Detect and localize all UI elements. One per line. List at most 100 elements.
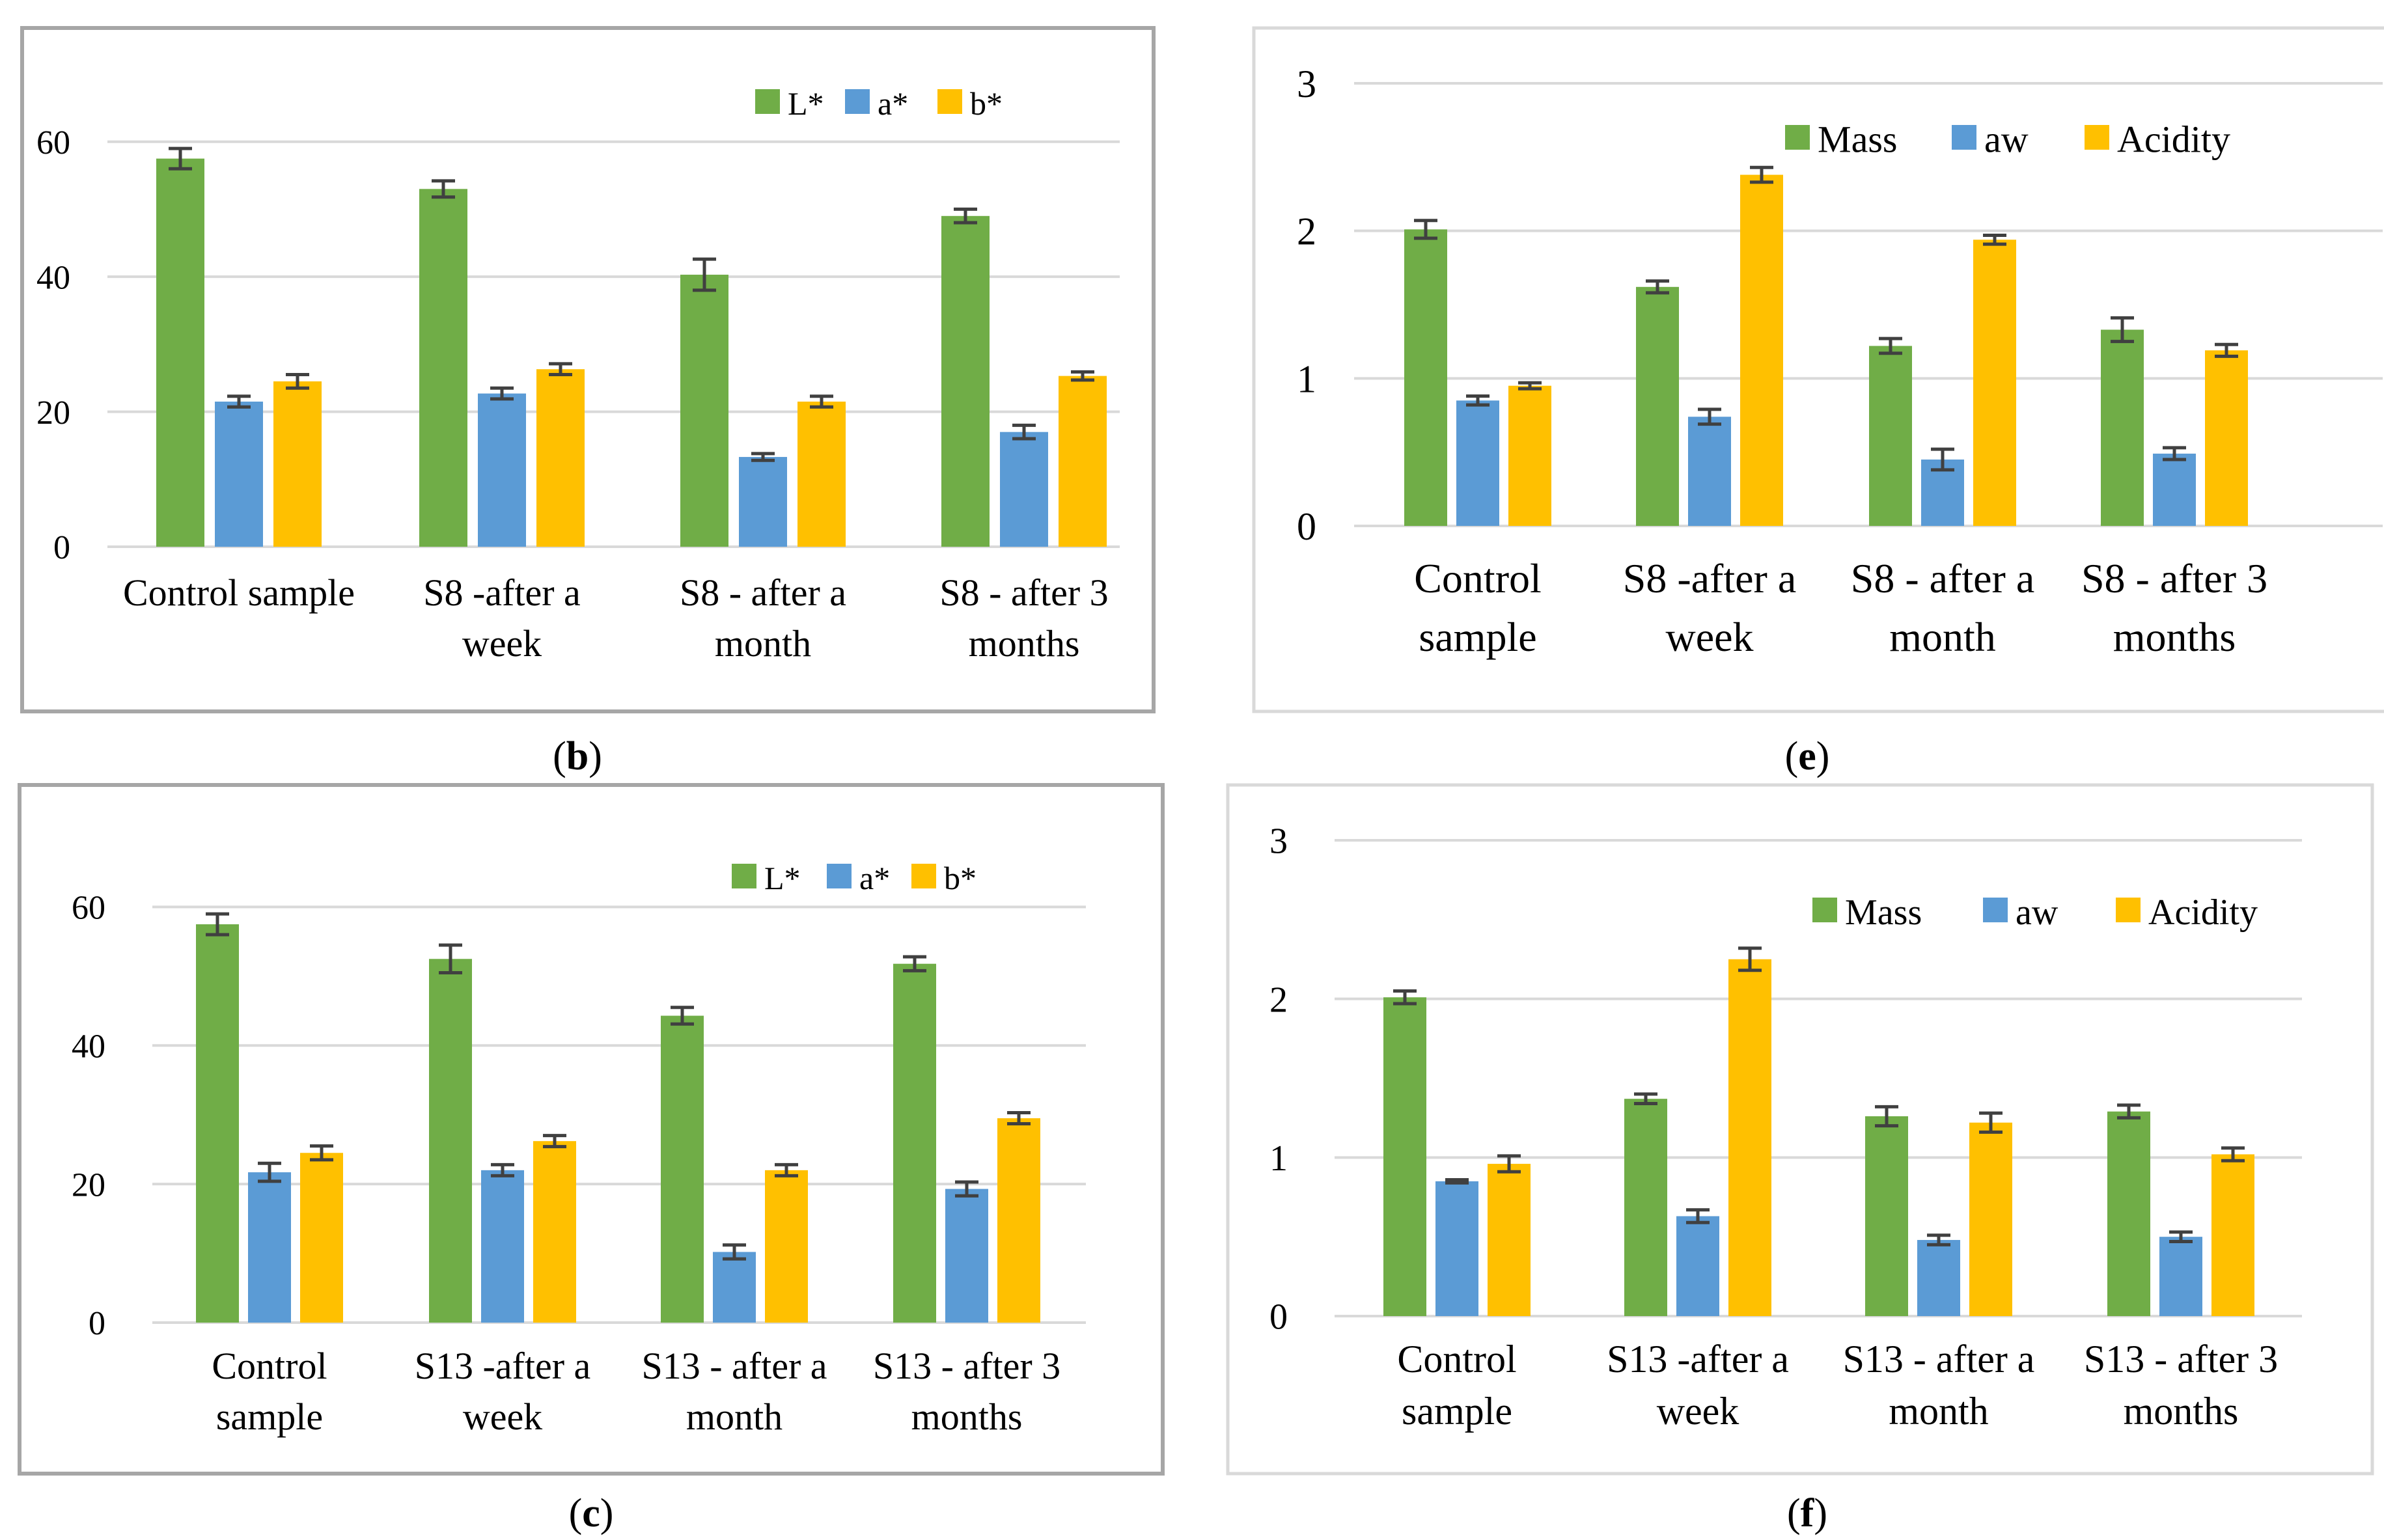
- y-tick-label: 1: [1269, 1138, 1288, 1179]
- bar-acidity: [1728, 959, 1771, 1316]
- category-label: S13 - after a: [641, 1345, 827, 1387]
- category-label: S8 - after 3: [939, 571, 1108, 614]
- bar-l-star: [196, 924, 239, 1323]
- bar-a-star: [248, 1172, 291, 1323]
- category-label: week: [1657, 1390, 1739, 1433]
- category-label: months: [2124, 1390, 2239, 1433]
- category-label: Control sample: [123, 571, 355, 614]
- bar-mass: [1869, 346, 1912, 526]
- bar-mass: [2107, 1112, 2150, 1316]
- bar-a-star: [215, 402, 263, 547]
- panel-letter: f: [1801, 1491, 1815, 1535]
- y-tick-label: 0: [89, 1305, 105, 1342]
- bar-b-star: [797, 402, 846, 547]
- legend-swatch: [1983, 898, 2008, 922]
- bar-mass: [1383, 997, 1426, 1316]
- legend-label: aw: [2016, 892, 2058, 933]
- bar-b-star: [765, 1170, 808, 1323]
- category-label: S13 - after a: [1843, 1338, 2035, 1381]
- bar-acidity: [2205, 350, 2248, 526]
- bar-l-star: [941, 216, 990, 547]
- category-label: month: [1889, 614, 1996, 660]
- legend-swatch: [937, 89, 962, 114]
- panel-letter: c: [582, 1491, 600, 1535]
- bar-acidity: [1969, 1123, 2012, 1316]
- category-label: S13 -after a: [1607, 1338, 1789, 1381]
- bar-aw: [1688, 417, 1731, 526]
- y-tick-label: 20: [36, 394, 70, 432]
- bar-aw: [1456, 400, 1499, 526]
- bar-a-star: [713, 1252, 756, 1323]
- category-label: S13 -after a: [415, 1345, 591, 1387]
- legend-label: Mass: [1818, 118, 1897, 161]
- bar-a-star: [739, 457, 787, 547]
- legend-swatch: [911, 864, 936, 888]
- figure: 0204060Control sample S8 -after aweekS8 -…: [0, 0, 2384, 1540]
- category-label: sample: [216, 1396, 323, 1438]
- legend: Mass aw Acidity: [1785, 118, 2230, 161]
- legend-swatch: [1785, 125, 1810, 150]
- bar-aw: [1676, 1216, 1719, 1316]
- category-label: month: [1889, 1390, 1988, 1433]
- bar-a-star: [945, 1189, 988, 1323]
- category-label: months: [2113, 614, 2236, 660]
- y-tick-label: 0: [1297, 505, 1316, 548]
- y-tick-label: 3: [1297, 62, 1316, 105]
- category-label: sample: [1419, 614, 1536, 660]
- legend-label: b*: [944, 860, 977, 896]
- panel-letter: e: [1798, 734, 1816, 778]
- y-tick-label: 2: [1269, 980, 1288, 1020]
- legend-label: L*: [788, 85, 824, 122]
- bar-l-star: [429, 959, 472, 1323]
- bar-aw: [1917, 1240, 1960, 1316]
- bar-acidity: [1973, 240, 2016, 526]
- category-label: S13 - after 3: [2084, 1338, 2278, 1381]
- y-tick-label: 1: [1297, 357, 1316, 400]
- legend-label: L*: [764, 860, 801, 896]
- category-label: sample: [1402, 1390, 1512, 1433]
- legend-label: Mass: [1845, 892, 1922, 933]
- category-label: month: [686, 1396, 783, 1438]
- bar-b-star: [533, 1141, 576, 1323]
- bar-a-star: [478, 394, 526, 547]
- bar-l-star: [661, 1016, 704, 1323]
- category-label: Control: [212, 1345, 327, 1387]
- category-label: S8 -after a: [423, 571, 581, 614]
- category-label: Control: [1414, 555, 1542, 601]
- bar-l-star: [419, 189, 467, 547]
- panel-caption: (f): [1787, 1491, 1827, 1535]
- bar-a-star: [1000, 432, 1048, 547]
- bar-mass: [1636, 287, 1679, 526]
- panel-caption: (c): [569, 1491, 614, 1535]
- panel-letter: b: [566, 734, 589, 778]
- legend-swatch: [1812, 898, 1837, 922]
- bar-b-star: [300, 1153, 343, 1323]
- category-label: week: [462, 622, 542, 665]
- bar-mass: [1404, 229, 1447, 526]
- chart-panel-c: 0 20 40 60 Control sample S13 -after a week S13 …: [20, 785, 1163, 1535]
- bar-b-star: [997, 1118, 1040, 1323]
- category-label: S8 - after 3: [2081, 555, 2267, 601]
- legend: L* a* b*: [732, 860, 977, 896]
- category-label: S8 -after a: [1623, 555, 1797, 601]
- bar-aw: [1435, 1181, 1478, 1316]
- error-bar: [1445, 1179, 1469, 1183]
- category-label: S8 - after a: [680, 571, 846, 614]
- bar-mass: [2101, 330, 2144, 526]
- bar-acidity: [1508, 386, 1551, 526]
- bar-acidity: [2211, 1154, 2254, 1316]
- bar-b-star: [273, 381, 322, 547]
- bar-l-star: [893, 964, 936, 1323]
- legend-label: a*: [878, 85, 908, 122]
- bar-l-star: [156, 159, 204, 547]
- category-label: Control: [1397, 1338, 1516, 1381]
- y-tick-label: 60: [36, 124, 70, 161]
- bar-mass: [1624, 1099, 1667, 1316]
- y-tick-label: 2: [1297, 210, 1316, 253]
- category-label: month: [715, 622, 811, 665]
- bar-l-star: [680, 275, 728, 547]
- legend-swatch: [845, 89, 870, 114]
- legend-swatch: [755, 89, 780, 114]
- legend-label: b*: [970, 85, 1003, 122]
- legend: Mass aw Acidity: [1812, 892, 2258, 933]
